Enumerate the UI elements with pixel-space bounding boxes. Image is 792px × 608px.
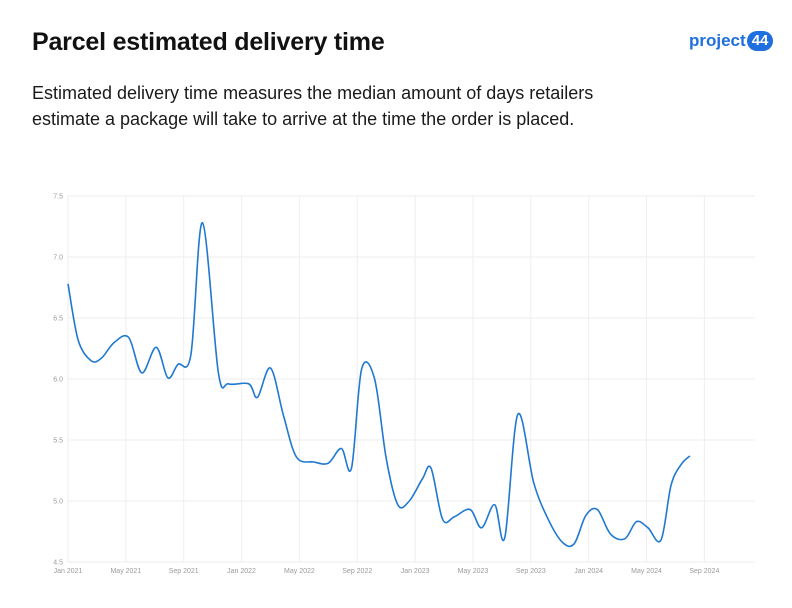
y-tick-label: 7.5 xyxy=(53,194,63,201)
x-tick-label: Sep 2023 xyxy=(516,568,546,575)
x-tick-label: Jan 2024 xyxy=(574,568,603,575)
y-tick-label: 5.0 xyxy=(53,499,63,506)
delivery-time-line xyxy=(67,221,691,548)
x-tick-label: May 2023 xyxy=(458,568,489,575)
page-title: Parcel estimated delivery time xyxy=(32,28,385,56)
chart-description: Estimated delivery time measures the med… xyxy=(32,83,594,129)
y-tick-label: 6.0 xyxy=(53,377,63,384)
x-tick-label: Jan 2021 xyxy=(54,568,83,575)
y-tick-label: 5.5 xyxy=(53,438,63,445)
x-tick-label: May 2022 xyxy=(284,568,315,575)
x-tick-label: May 2024 xyxy=(631,568,662,575)
logo-text: project xyxy=(689,31,746,50)
x-tick-label: Sep 2024 xyxy=(689,568,719,575)
project44-logo: project 44 xyxy=(689,31,774,51)
logo-badge: 44 xyxy=(746,31,774,51)
y-tick-label: 7.0 xyxy=(53,255,63,262)
x-tick-label: Sep 2022 xyxy=(342,568,372,575)
x-tick-label: Jan 2022 xyxy=(227,568,256,575)
y-axis-ticks: 4.5 5.0 5.5 6.0 6.5 7.0 7.5 xyxy=(53,194,63,567)
x-axis-ticks: Jan 2021 May 2021 Sep 2021 Jan 2022 May 2022… xyxy=(54,568,720,575)
x-tick-label: May 2021 xyxy=(110,568,141,575)
y-tick-label: 4.5 xyxy=(53,560,63,567)
y-tick-label: 6.5 xyxy=(53,316,63,323)
x-tick-label: Jan 2023 xyxy=(401,568,430,575)
grid-layer xyxy=(67,195,755,563)
x-tick-label: Sep 2021 xyxy=(169,568,199,575)
